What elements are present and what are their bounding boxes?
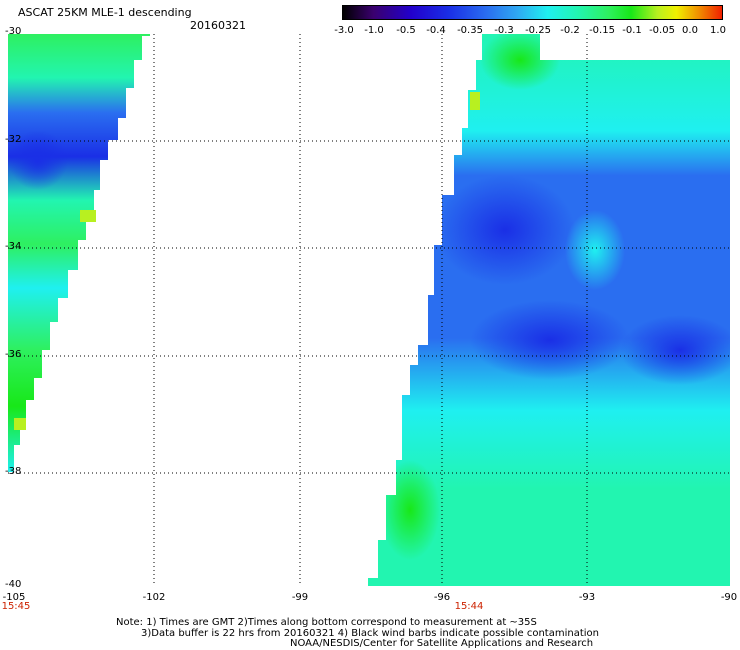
- west-yellow-patch: [80, 210, 96, 222]
- pass-time: 15:45: [1, 601, 31, 612]
- colorbar-label: -0.5: [396, 25, 416, 36]
- east-blue-core-east: [620, 315, 730, 385]
- product-title: ASCAT 25KM MLE-1 descending: [18, 6, 192, 19]
- note-line-3: NOAA/NESDIS/Center for Satellite Applica…: [290, 638, 594, 649]
- colorbar-label: -0.35: [457, 25, 483, 36]
- east-green-patch-south: [380, 460, 440, 560]
- colorbar-label: -0.1: [622, 25, 642, 36]
- east-blue-core-south: [470, 300, 630, 380]
- pass-time: 15:44: [454, 601, 484, 612]
- colorbar-label: -0.25: [525, 25, 551, 36]
- colorbar-label: -0.2: [560, 25, 580, 36]
- colorbar-label: 0.0: [682, 25, 698, 36]
- lon-tick: -99: [291, 592, 309, 603]
- lat-tick: -34: [5, 241, 22, 252]
- lon-tick: -102: [142, 592, 166, 603]
- lon-tick: -93: [578, 592, 596, 603]
- colorbar: [342, 5, 723, 20]
- colorbar-label: -1.0: [364, 25, 384, 36]
- lat-tick: -32: [5, 134, 22, 145]
- note-line-1: Note: 1) Times are GMT 2)Times along bot…: [116, 617, 537, 628]
- colorbar-label: -0.15: [589, 25, 615, 36]
- lon-tick: -96: [433, 592, 451, 603]
- west-blue-patch: [8, 130, 68, 190]
- colorbar-label: -0.3: [494, 25, 514, 36]
- lat-tick: -36: [5, 349, 22, 360]
- lat-tick: -40: [5, 579, 22, 590]
- east-yellow-patch: [470, 92, 480, 110]
- colorbar-labels: -3.0 -1.0 -0.5 -0.4 -0.35 -0.3 -0.25 -0.…: [326, 25, 736, 37]
- colorbar-label: -0.05: [649, 25, 675, 36]
- east-blue-core-north: [435, 175, 575, 285]
- lon-tick: -90: [720, 592, 738, 603]
- east-green-patch-north: [480, 34, 560, 90]
- colorbar-label: -3.0: [334, 25, 354, 36]
- lat-tick: -30: [5, 26, 22, 37]
- east-cyan-tongue: [565, 210, 625, 290]
- map-grid: [8, 34, 730, 586]
- colorbar-label: -0.4: [426, 25, 446, 36]
- note-line-2: 3)Data buffer is 22 hrs from 20160321 4)…: [141, 628, 599, 639]
- colorbar-label: 1.0: [710, 25, 726, 36]
- product-date: 20160321: [190, 19, 246, 32]
- lat-tick: -38: [5, 466, 22, 477]
- west-swath: [8, 34, 150, 472]
- west-yellow-patch-south: [14, 418, 26, 430]
- lon-tick: -105: [2, 592, 26, 603]
